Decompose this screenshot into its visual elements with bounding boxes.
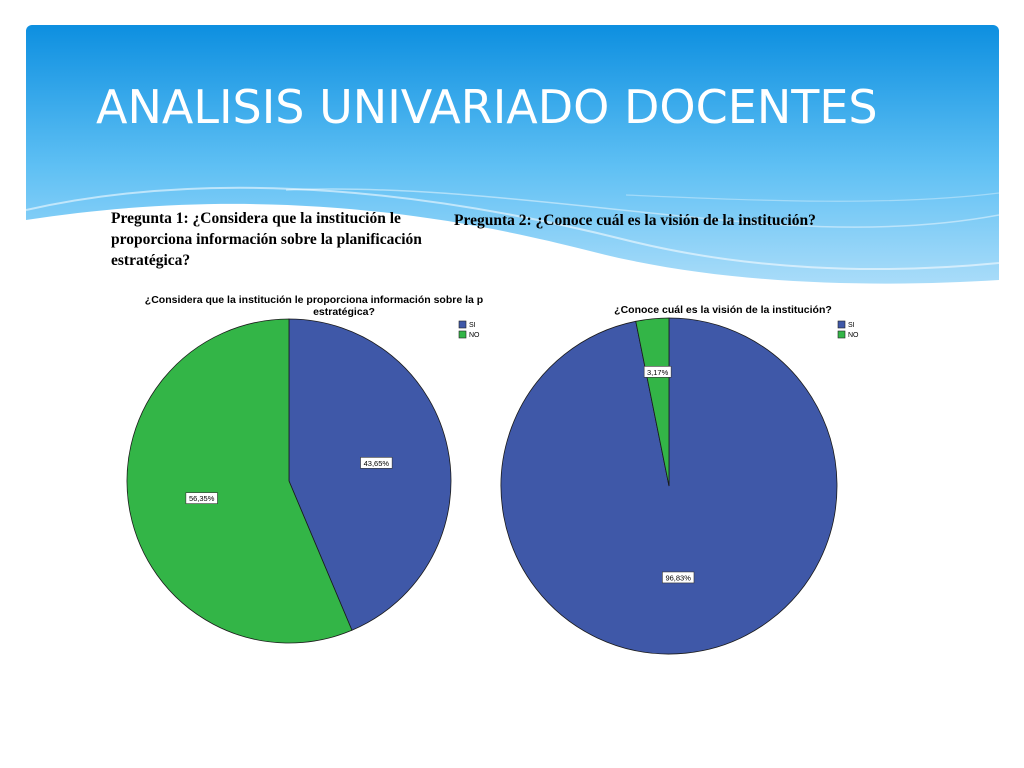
- chart1-label-no: 56,35%: [189, 494, 215, 503]
- header-wave-background: [26, 25, 999, 284]
- chart2-label-box-si: [662, 571, 695, 584]
- chart2-legend-si: SI: [848, 322, 855, 329]
- slide-title: ANALISIS UNIVARIADO DOCENTES: [96, 80, 878, 134]
- slide-header-banner: [26, 25, 999, 325]
- chart1-legend-swatch-no: [458, 330, 467, 339]
- question-1-text: Pregunta 1: ¿Considera que la institució…: [111, 210, 422, 269]
- chart1-legend-no: NO: [469, 332, 480, 339]
- chart2-label-si: 96,83%: [665, 573, 691, 582]
- chart2-labels: 96,83% 3,17%: [643, 366, 695, 584]
- chart2-legend-swatch-no: [837, 330, 846, 339]
- chart1-slice-no: [126, 318, 353, 644]
- chart1-legend: SI NO: [458, 320, 480, 339]
- chart2-legend-no: NO: [848, 332, 859, 339]
- chart2-label-box-no: [643, 366, 672, 378]
- pie-chart-planificacion: ¿Considera que la institución le proporc…: [126, 294, 483, 644]
- chart1-label-si: 43,65%: [364, 459, 390, 468]
- chart2-label-no: 3,17%: [647, 368, 669, 377]
- question-2-text: Pregunta 2: ¿Conoce cuál es la visión de…: [454, 212, 816, 229]
- chart1-title-line2: estratégica?: [313, 306, 375, 318]
- chart1-labels: 43,65% 56,35%: [185, 457, 393, 504]
- chart2-legend: SI NO: [837, 320, 859, 339]
- chart1-label-box-no: [185, 492, 218, 504]
- chart2-slice-no: [635, 317, 670, 487]
- chart2-title: ¿Conoce cuál es la visión de la instituc…: [614, 304, 832, 316]
- pie-chart-vision: ¿Conoce cuál es la visión de la instituc…: [500, 304, 859, 655]
- chart1-label-box-si: [360, 457, 393, 469]
- chart2-slices: [500, 317, 838, 655]
- chart1-slice-si: [288, 318, 452, 631]
- chart1-title-line1: ¿Considera que la institución le proporc…: [145, 294, 483, 306]
- chart1-legend-si: SI: [469, 322, 476, 329]
- chart1-slices: [126, 318, 452, 644]
- chart1-legend-swatch-si: [458, 320, 467, 329]
- chart2-legend-swatch-si: [837, 320, 846, 329]
